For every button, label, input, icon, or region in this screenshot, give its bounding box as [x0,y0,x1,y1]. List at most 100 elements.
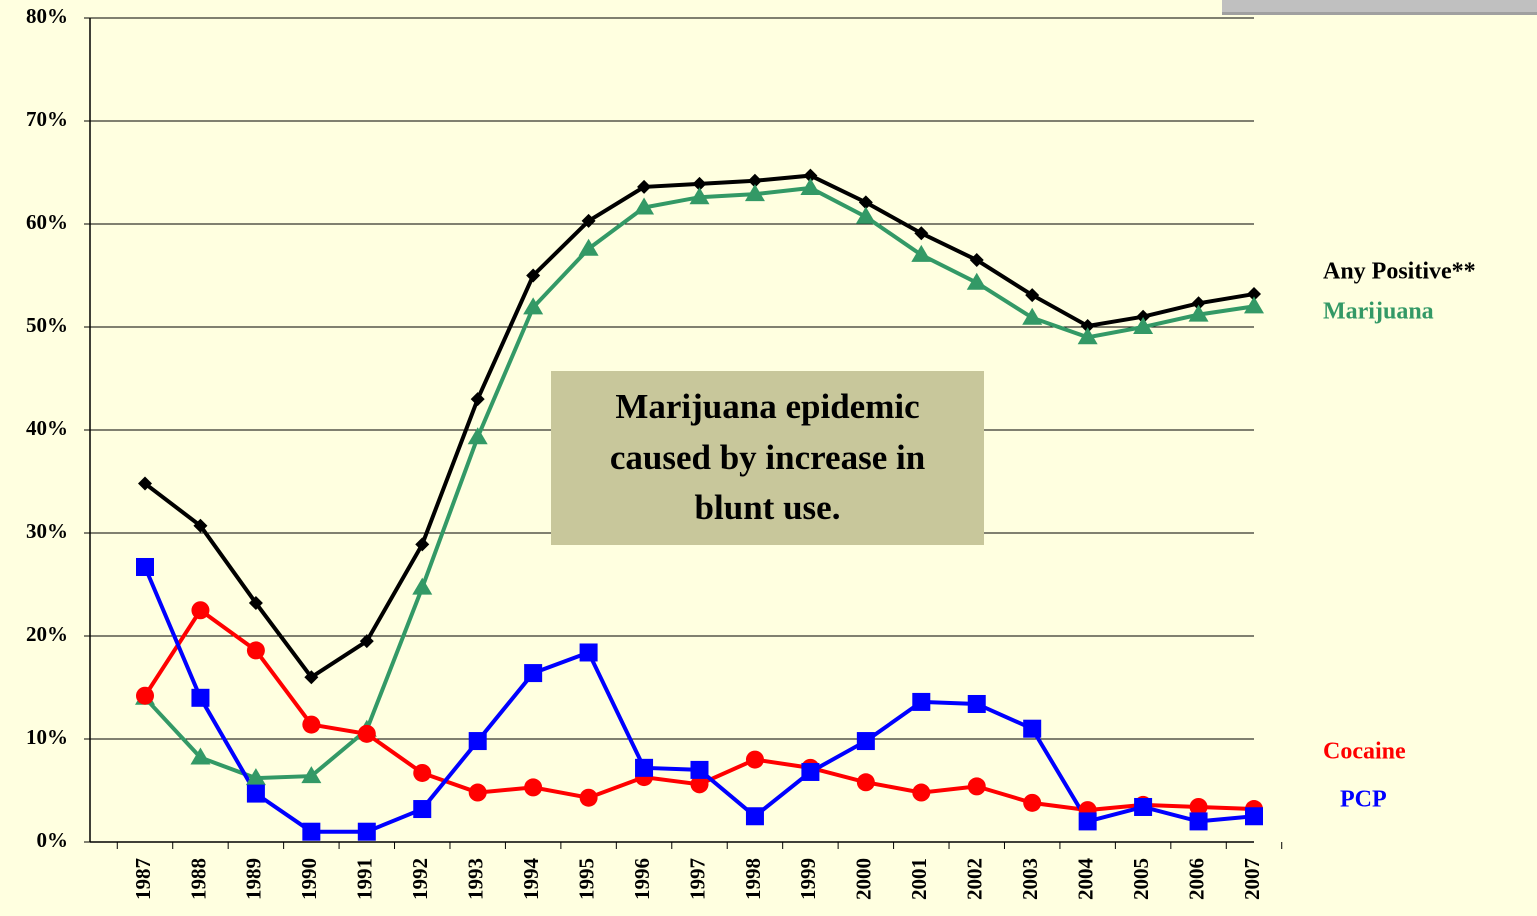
data-point [415,537,430,552]
data-point [1136,309,1151,324]
x-tick-label: 1999 [796,858,820,900]
data-point [523,297,544,315]
data-point [1022,307,1043,325]
data-point [1023,719,1042,738]
data-point [579,788,598,807]
data-point [138,476,152,491]
data-point [800,177,821,195]
data-point [855,206,876,224]
data-point [914,226,929,241]
data-point [912,783,931,802]
data-point [524,778,543,797]
x-tick-label: 2006 [1184,858,1208,900]
data-point [966,272,987,290]
data-point [468,783,487,802]
data-point [301,766,322,784]
data-point [1191,296,1206,311]
data-point [745,750,764,769]
y-tick-label: 60% [26,210,68,234]
data-point [246,784,265,803]
corner-bar-edge [1222,12,1537,15]
data-point [191,688,210,707]
data-point [1078,812,1097,831]
data-point [245,768,266,786]
data-point [911,244,932,262]
data-point [1188,304,1209,322]
data-point [357,822,376,841]
x-tick-label: 1990 [297,858,321,900]
legend-label: PCP [1340,787,1387,813]
x-tick-label: 1993 [464,858,488,900]
data-point [1023,793,1042,812]
data-point [136,557,154,576]
data-point [1244,296,1264,314]
x-tick-label: 2005 [1129,858,1153,900]
data-point [357,724,376,743]
legend-label: Marijuana [1323,299,1434,325]
data-point [304,670,319,685]
data-point [578,238,599,256]
y-tick-label: 70% [26,107,68,131]
data-point [1245,807,1263,826]
y-tick-label: 30% [26,519,68,543]
data-point [1247,287,1261,302]
x-tick-label: 1988 [186,858,210,900]
data-point [524,664,543,683]
y-tick-label: 40% [26,416,68,440]
data-point [1025,288,1040,303]
data-point [803,168,818,183]
data-point [1080,318,1095,333]
data-point [468,732,487,751]
legend-label: Cocaine [1323,739,1406,765]
x-tick-label: 2001 [907,858,931,900]
x-tick-label: 2002 [963,858,987,900]
data-point [246,641,265,660]
data-point [136,686,154,705]
data-point [467,427,488,445]
data-point [412,577,433,595]
data-point [858,195,873,210]
data-point [581,213,596,228]
data-point [692,176,707,191]
data-point [967,694,986,713]
x-tick-label: 2000 [852,858,876,900]
data-point [193,518,208,533]
data-point [413,763,432,782]
data-point [856,773,875,792]
legend-label: Any Positive** [1323,259,1476,285]
x-tick-label: 2007 [1240,858,1264,900]
data-point [190,747,211,765]
data-point [1077,327,1098,345]
data-point [637,179,652,194]
x-tick-label: 1992 [408,858,432,900]
data-point [689,187,710,205]
x-tick-label: 1996 [630,858,654,900]
data-point [969,253,984,268]
data-point [744,184,765,202]
x-tick-label: 2004 [1073,858,1097,901]
data-point [191,601,210,620]
data-point [912,692,931,711]
x-tick-label: 1989 [242,858,266,900]
x-tick-label: 1995 [574,858,598,900]
data-point [248,596,263,611]
data-point [690,775,709,794]
data-point [856,732,875,751]
data-point [470,392,485,407]
x-tick-label: 1987 [131,858,155,900]
data-point [526,268,541,283]
x-tick-label: 1991 [353,858,377,900]
data-point [801,762,820,781]
data-point [1189,812,1208,831]
data-point [1189,797,1208,816]
x-tick-label: 1997 [685,858,709,900]
x-tick-label: 1994 [519,858,543,901]
y-tick-label: 20% [26,622,68,646]
y-tick-label: 10% [26,725,68,749]
data-point [1134,797,1153,816]
data-point [745,807,764,826]
y-tick-label: 50% [26,313,68,337]
annotation: Marijuana epidemic caused by increase in… [551,371,984,545]
